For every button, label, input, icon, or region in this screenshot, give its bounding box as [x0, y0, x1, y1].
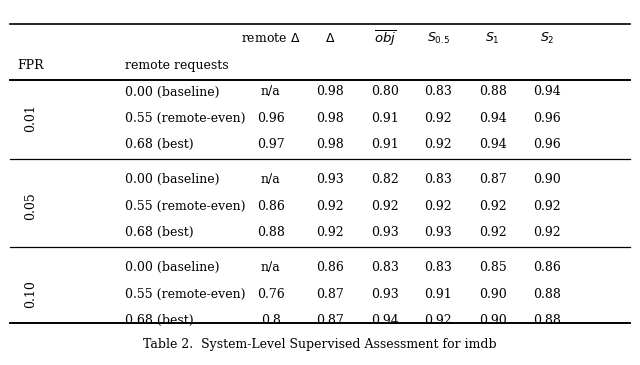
Text: 0.85: 0.85 — [479, 261, 507, 274]
Text: 0.97: 0.97 — [257, 138, 285, 151]
Text: 0.96: 0.96 — [533, 138, 561, 151]
Text: n/a: n/a — [261, 85, 280, 99]
Text: 0.88: 0.88 — [479, 85, 507, 99]
Text: 0.94: 0.94 — [479, 138, 507, 151]
Text: 0.92: 0.92 — [533, 226, 561, 239]
Text: 0.94: 0.94 — [371, 314, 399, 327]
Text: 0.00 (baseline): 0.00 (baseline) — [125, 173, 220, 187]
Text: 0.55 (remote-even): 0.55 (remote-even) — [125, 112, 246, 125]
Text: FPR: FPR — [17, 59, 44, 72]
Text: 0.82: 0.82 — [371, 173, 399, 187]
Text: 0.93: 0.93 — [371, 226, 399, 239]
Text: 0.92: 0.92 — [424, 200, 452, 213]
Text: 0.92: 0.92 — [424, 138, 452, 151]
Text: 0.05: 0.05 — [24, 192, 37, 220]
Text: 0.01: 0.01 — [24, 104, 37, 132]
Text: 0.94: 0.94 — [533, 85, 561, 99]
Text: 0.96: 0.96 — [533, 112, 561, 125]
Text: 0.87: 0.87 — [316, 288, 344, 301]
Text: 0.86: 0.86 — [533, 261, 561, 274]
Text: n/a: n/a — [261, 261, 280, 274]
Text: $\Delta$: $\Delta$ — [325, 32, 335, 45]
Text: 0.92: 0.92 — [316, 200, 344, 213]
Text: 0.86: 0.86 — [316, 261, 344, 274]
Text: remote $\Delta$: remote $\Delta$ — [241, 32, 301, 45]
Text: 0.92: 0.92 — [533, 200, 561, 213]
Text: Table 2.  System-Level Supervised Assessment for imdb: Table 2. System-Level Supervised Assessm… — [143, 338, 497, 351]
Text: 0.68 (best): 0.68 (best) — [125, 314, 194, 327]
Text: 0.94: 0.94 — [479, 112, 507, 125]
Text: 0.55 (remote-even): 0.55 (remote-even) — [125, 200, 246, 213]
Text: 0.83: 0.83 — [371, 261, 399, 274]
Text: 0.88: 0.88 — [533, 288, 561, 301]
Text: $S_2$: $S_2$ — [540, 31, 554, 46]
Text: 0.92: 0.92 — [479, 226, 507, 239]
Text: 0.00 (baseline): 0.00 (baseline) — [125, 85, 220, 99]
Text: 0.91: 0.91 — [371, 138, 399, 151]
Text: 0.90: 0.90 — [479, 288, 507, 301]
Text: 0.93: 0.93 — [371, 288, 399, 301]
Text: 0.88: 0.88 — [533, 314, 561, 327]
Text: 0.00 (baseline): 0.00 (baseline) — [125, 261, 220, 274]
Text: 0.90: 0.90 — [533, 173, 561, 187]
Text: 0.83: 0.83 — [424, 85, 452, 99]
Text: $S_1$: $S_1$ — [486, 31, 500, 46]
Text: 0.92: 0.92 — [316, 226, 344, 239]
Text: 0.92: 0.92 — [424, 112, 452, 125]
Text: 0.92: 0.92 — [424, 314, 452, 327]
Text: 0.76: 0.76 — [257, 288, 285, 301]
Text: n/a: n/a — [261, 173, 280, 187]
Text: 0.96: 0.96 — [257, 112, 285, 125]
Text: 0.83: 0.83 — [424, 173, 452, 187]
Text: 0.93: 0.93 — [424, 226, 452, 239]
Text: 0.98: 0.98 — [316, 112, 344, 125]
Text: 0.92: 0.92 — [479, 200, 507, 213]
Text: 0.87: 0.87 — [316, 314, 344, 327]
Text: 0.98: 0.98 — [316, 138, 344, 151]
Text: 0.68 (best): 0.68 (best) — [125, 226, 194, 239]
Text: 0.86: 0.86 — [257, 200, 285, 213]
Text: 0.10: 0.10 — [24, 280, 37, 308]
Text: 0.8: 0.8 — [260, 314, 281, 327]
Text: 0.92: 0.92 — [371, 200, 399, 213]
Text: 0.87: 0.87 — [479, 173, 507, 187]
Text: 0.91: 0.91 — [424, 288, 452, 301]
Text: remote requests: remote requests — [125, 59, 229, 72]
Text: 0.83: 0.83 — [424, 261, 452, 274]
Text: 0.80: 0.80 — [371, 85, 399, 99]
Text: 0.68 (best): 0.68 (best) — [125, 138, 194, 151]
Text: 0.91: 0.91 — [371, 112, 399, 125]
Text: 0.55 (remote-even): 0.55 (remote-even) — [125, 288, 246, 301]
Text: $\overline{obj}$: $\overline{obj}$ — [374, 28, 396, 48]
Text: 0.93: 0.93 — [316, 173, 344, 187]
Text: 0.90: 0.90 — [479, 314, 507, 327]
Text: 0.98: 0.98 — [316, 85, 344, 99]
Text: 0.88: 0.88 — [257, 226, 285, 239]
Text: $S_{0.5}$: $S_{0.5}$ — [427, 31, 450, 46]
